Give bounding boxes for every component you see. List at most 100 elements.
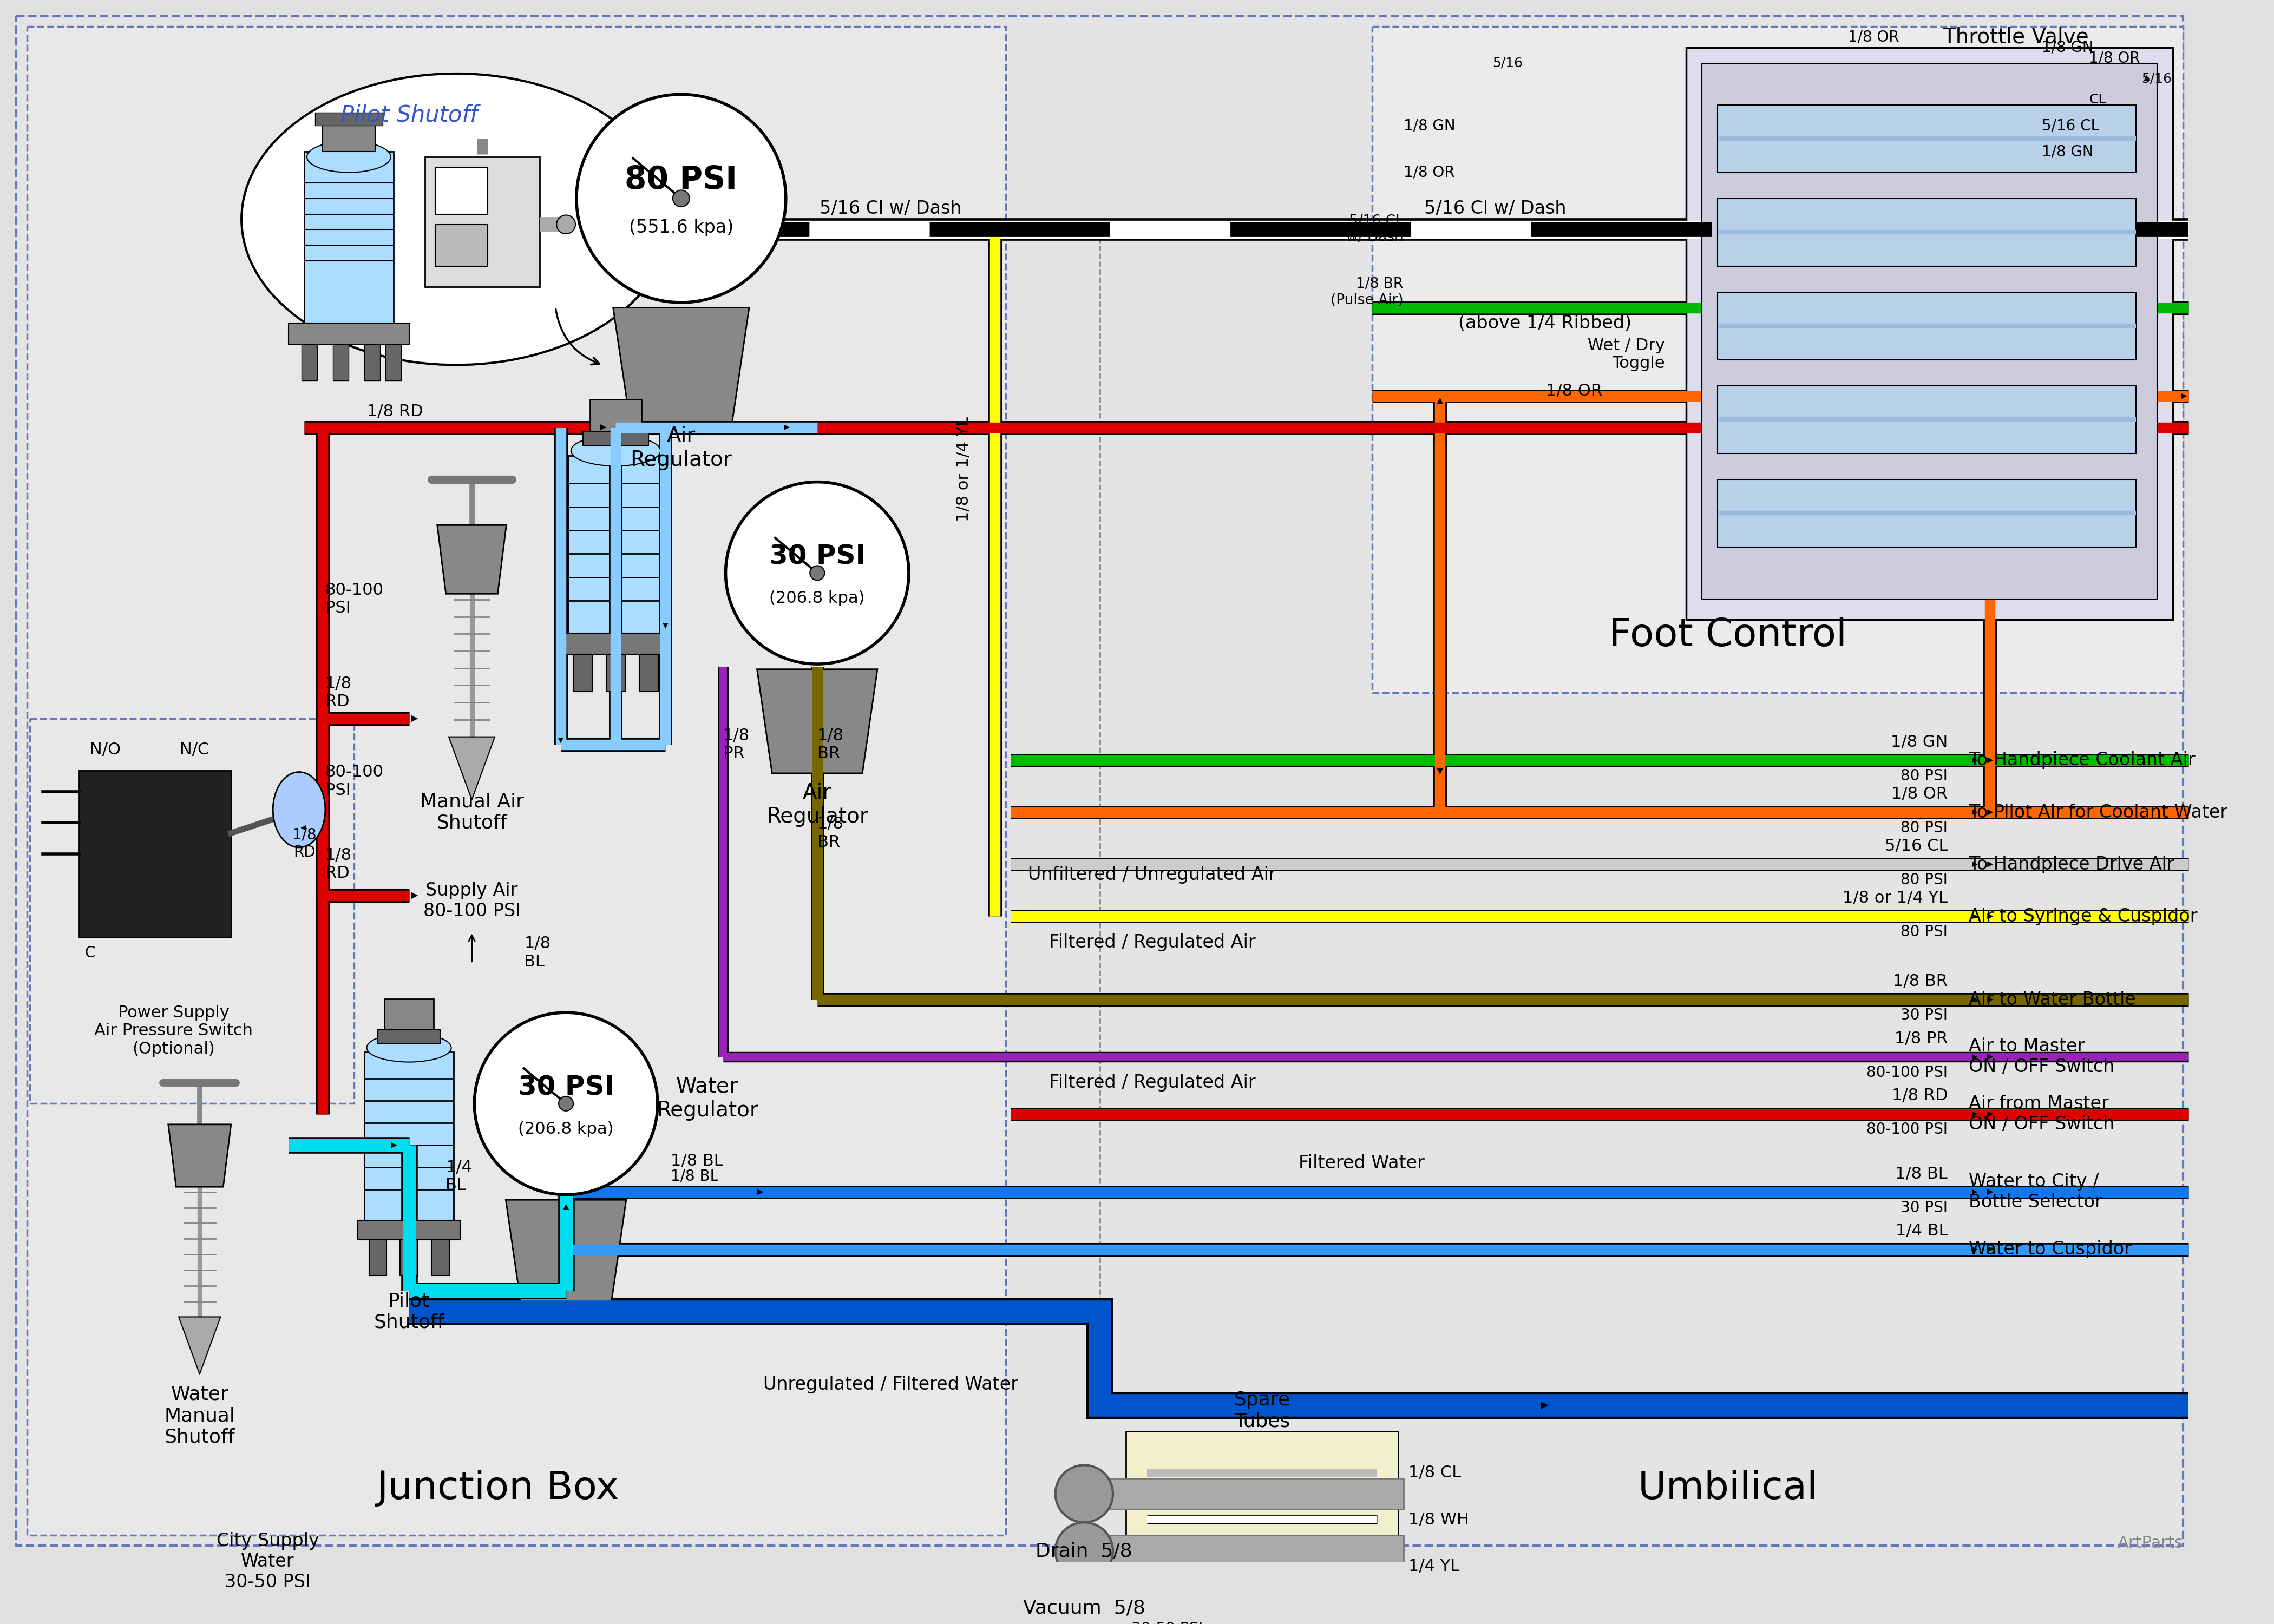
Text: (551.6 kpa): (551.6 kpa)	[630, 219, 735, 237]
Polygon shape	[168, 1124, 232, 1187]
Bar	[289, 323, 409, 344]
Bar	[357, 1220, 459, 1241]
Text: 80 PSI: 80 PSI	[1901, 924, 1949, 940]
Text: Water to Cuspidor: Water to Cuspidor	[1969, 1241, 2131, 1259]
Text: Power Supply
Air Pressure Switch
(Optional): Power Supply Air Pressure Switch (Option…	[93, 1005, 252, 1057]
Text: Drain  5/8: Drain 5/8	[1035, 1541, 1132, 1561]
Bar	[400, 1241, 418, 1275]
Bar	[323, 120, 375, 151]
Text: C: C	[84, 945, 96, 960]
Text: Air
Regulator: Air Regulator	[766, 783, 869, 827]
Text: 80-100
PSI: 80-100 PSI	[325, 765, 384, 797]
Text: 1/8
BL: 1/8 BL	[523, 935, 550, 970]
Text: To Pilot Air for Coolant Water: To Pilot Air for Coolant Water	[1969, 804, 2229, 822]
Bar	[1717, 387, 2135, 453]
Bar	[368, 1241, 387, 1275]
Bar	[1717, 106, 2135, 172]
Text: N/C: N/C	[180, 742, 209, 758]
Text: Air to Water Bottle: Air to Water Bottle	[1969, 991, 2135, 1009]
Text: 1/8
PR: 1/8 PR	[723, 728, 750, 762]
Text: 1/8 OR: 1/8 OR	[1546, 383, 1603, 400]
Bar	[80, 771, 232, 937]
Text: 80 PSI: 80 PSI	[625, 164, 737, 195]
Text: Filtered / Regulated Air: Filtered / Regulated Air	[1048, 934, 1255, 952]
Text: 1/4
BL: 1/4 BL	[446, 1160, 473, 1194]
Text: 80-100
PSI: 80-100 PSI	[325, 581, 384, 615]
Text: 30 PSI: 30 PSI	[769, 544, 866, 570]
Text: 1/8 BL: 1/8 BL	[671, 1169, 719, 1184]
Text: Water
Regulator: Water Regulator	[657, 1077, 757, 1121]
Circle shape	[475, 1013, 657, 1195]
Ellipse shape	[273, 771, 325, 848]
Circle shape	[1055, 1522, 1112, 1580]
Text: Water to City /
Bottle Selector: Water to City / Bottle Selector	[1969, 1173, 2101, 1212]
Bar	[27, 26, 1005, 1535]
Bar	[434, 224, 487, 266]
Text: 30-50 PSI: 30-50 PSI	[1130, 1621, 1203, 1624]
Text: 1/8
RD: 1/8 RD	[325, 848, 352, 882]
Text: 1/8 BL: 1/8 BL	[1894, 1166, 1949, 1182]
Bar	[434, 167, 487, 214]
Text: Supply Air
80-100 PSI: Supply Air 80-100 PSI	[423, 882, 521, 919]
Circle shape	[559, 1096, 573, 1111]
Text: 1/8 OR: 1/8 OR	[1403, 166, 1455, 180]
Polygon shape	[757, 669, 878, 773]
Ellipse shape	[307, 141, 391, 172]
Bar	[314, 112, 382, 125]
Bar	[1126, 1431, 1399, 1613]
Text: Filtered / Regulated Air: Filtered / Regulated Air	[1048, 1073, 1255, 1091]
Text: Junction Box: Junction Box	[377, 1470, 619, 1507]
Bar	[364, 344, 380, 380]
Circle shape	[725, 482, 910, 664]
Text: 1/8 PR: 1/8 PR	[1894, 1031, 1949, 1046]
Text: 1/8 RD: 1/8 RD	[1892, 1088, 1949, 1104]
Text: Water
Manual
Shutoff: Water Manual Shutoff	[164, 1385, 234, 1447]
Text: 1/8 CL: 1/8 CL	[1408, 1465, 1462, 1481]
Circle shape	[810, 565, 825, 580]
Bar	[302, 344, 318, 380]
Bar	[305, 151, 393, 323]
Text: 5/16 Cl w/ Dash: 5/16 Cl w/ Dash	[819, 200, 962, 218]
Text: 1/8 RD: 1/8 RD	[366, 404, 423, 419]
Polygon shape	[614, 307, 748, 422]
Text: 1/8
RD: 1/8 RD	[293, 827, 316, 859]
Text: 1/4 BL: 1/4 BL	[1897, 1223, 1949, 1239]
Text: Air to Syringe & Cuspidor: Air to Syringe & Cuspidor	[1969, 908, 2197, 926]
Bar	[1685, 47, 2172, 620]
Bar	[562, 633, 671, 654]
Polygon shape	[505, 1200, 625, 1304]
Text: 30 PSI: 30 PSI	[1901, 1200, 1949, 1215]
Bar	[568, 455, 662, 633]
Text: Pilot Shutoff: Pilot Shutoff	[341, 104, 478, 127]
Text: 1/8 BL: 1/8 BL	[671, 1153, 723, 1169]
Circle shape	[557, 214, 575, 234]
Text: Unregulated / Filtered Water: Unregulated / Filtered Water	[764, 1376, 1019, 1393]
Text: 80 PSI: 80 PSI	[1901, 820, 1949, 835]
Bar	[1717, 198, 2135, 266]
Bar	[425, 158, 539, 287]
Text: Air
Regulator: Air Regulator	[630, 425, 732, 471]
Text: 1/8 GN: 1/8 GN	[2042, 41, 2094, 55]
Bar	[573, 654, 591, 692]
Text: 80 PSI: 80 PSI	[1901, 872, 1949, 887]
Bar	[1717, 479, 2135, 547]
Text: (206.8 kpa): (206.8 kpa)	[518, 1121, 614, 1137]
Bar	[589, 400, 641, 437]
Text: Umbilical: Umbilical	[1637, 1470, 1817, 1507]
Bar	[432, 1241, 448, 1275]
Bar	[1701, 63, 2158, 599]
Text: 30 PSI: 30 PSI	[518, 1073, 614, 1099]
Text: Pilot
Shutoff: Pilot Shutoff	[373, 1291, 443, 1332]
Text: 1/8 OR: 1/8 OR	[2090, 50, 2140, 65]
Circle shape	[673, 190, 689, 206]
Text: 80-100 PSI: 80-100 PSI	[1867, 1065, 1949, 1080]
Bar	[377, 1030, 441, 1043]
Polygon shape	[180, 1317, 221, 1374]
Bar	[384, 344, 400, 380]
Circle shape	[578, 94, 787, 302]
Text: 1/4 YL: 1/4 YL	[1408, 1559, 1460, 1574]
Bar	[1110, 1478, 1403, 1509]
Text: Unfiltered / Unregulated Air: Unfiltered / Unregulated Air	[1028, 866, 1276, 883]
Text: N/O: N/O	[91, 742, 121, 758]
Text: To Handpiece Coolant Air: To Handpiece Coolant Air	[1969, 752, 2194, 770]
